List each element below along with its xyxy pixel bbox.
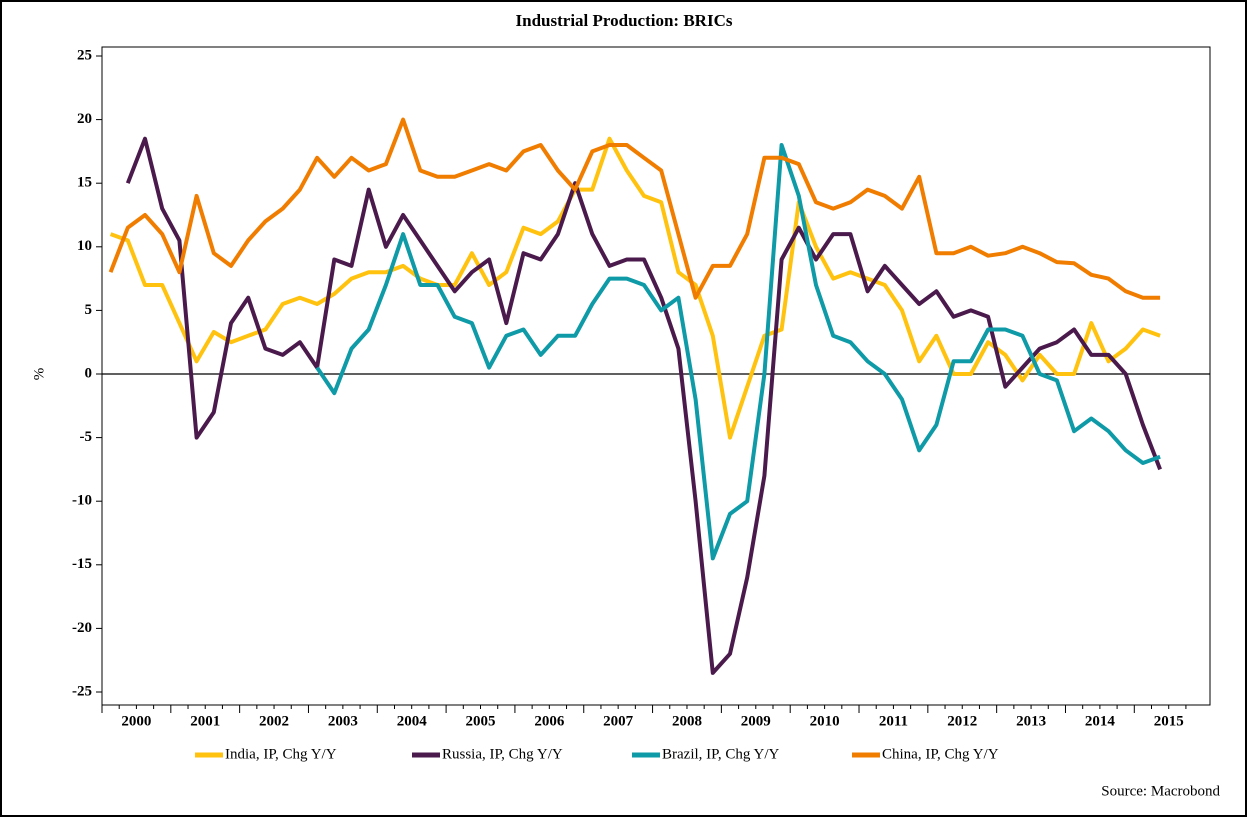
legend-label: China, IP, Chg Y/Y bbox=[882, 746, 999, 762]
x-tick-label: 2006 bbox=[534, 713, 565, 729]
legend-label: Russia, IP, Chg Y/Y bbox=[442, 746, 563, 762]
plot-frame bbox=[101, 46, 1211, 706]
y-tick-label: 5 bbox=[85, 302, 93, 318]
y-tick-label: -15 bbox=[72, 556, 92, 572]
y-tick-label: 15 bbox=[77, 175, 92, 191]
y-tick-label: -20 bbox=[72, 620, 92, 636]
x-tick-label: 2002 bbox=[259, 713, 289, 729]
x-tick-label: 2009 bbox=[741, 713, 771, 729]
x-tick-label: 2015 bbox=[1154, 713, 1184, 729]
y-tick-label: -25 bbox=[72, 683, 92, 699]
chart-title: Industrial Production: BRICs bbox=[516, 11, 733, 30]
x-tick-label: 2001 bbox=[190, 713, 220, 729]
x-tick-label: 2003 bbox=[328, 713, 358, 729]
legend-label: India, IP, Chg Y/Y bbox=[225, 746, 337, 762]
x-tick-label: 2011 bbox=[879, 713, 908, 729]
source: Source: Macrobond bbox=[1101, 783, 1220, 799]
y-tick-label: 25 bbox=[77, 47, 92, 63]
y-tick-label: 20 bbox=[77, 111, 92, 127]
x-tick-label: 2010 bbox=[810, 713, 840, 729]
x-tick-label: 2004 bbox=[397, 713, 428, 729]
y-tick-label: 0 bbox=[85, 365, 93, 381]
y-axis-label: % bbox=[31, 368, 47, 381]
x-tick-label: 2008 bbox=[672, 713, 702, 729]
x-tick-label: 2012 bbox=[947, 713, 977, 729]
y-tick-label: -10 bbox=[72, 493, 92, 509]
series-line bbox=[315, 143, 1161, 561]
series-line bbox=[108, 117, 1161, 300]
series-line bbox=[109, 136, 1161, 440]
x-tick-label: 2014 bbox=[1085, 713, 1116, 729]
x-tick-label: 2000 bbox=[121, 713, 151, 729]
y-tick-label: 10 bbox=[77, 238, 92, 254]
x-tick-label: 2013 bbox=[1016, 713, 1046, 729]
x-tick-label: 2007 bbox=[603, 713, 634, 729]
y-tick-label: -5 bbox=[80, 429, 93, 445]
legend-label: Brazil, IP, Chg Y/Y bbox=[662, 746, 780, 762]
x-tick-label: 2005 bbox=[466, 713, 496, 729]
series-line bbox=[125, 136, 1162, 675]
